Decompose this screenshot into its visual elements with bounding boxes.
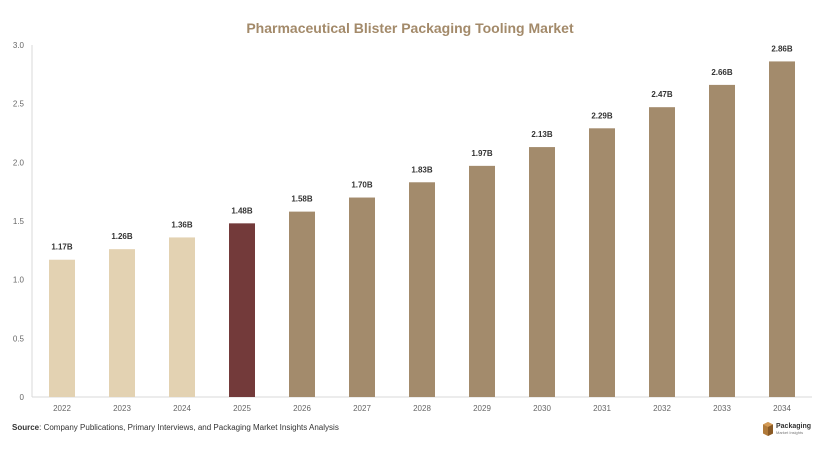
bar — [229, 223, 255, 397]
data-label: 1.70B — [351, 181, 373, 190]
data-label: 1.26B — [111, 232, 133, 241]
data-label: 2.13B — [531, 130, 553, 139]
x-tick-label: 2024 — [173, 404, 191, 413]
data-label: 2.86B — [771, 44, 793, 53]
x-tick-label: 2022 — [53, 404, 71, 413]
bar — [349, 197, 375, 397]
bar — [649, 107, 675, 397]
x-tick-label: 2026 — [293, 404, 311, 413]
data-label: 1.58B — [291, 195, 313, 204]
x-tick-label: 2028 — [413, 404, 431, 413]
bar — [469, 165, 495, 397]
y-tick-label: 2.5 — [13, 100, 25, 109]
data-label: 2.47B — [651, 90, 673, 99]
data-label: 1.83B — [411, 165, 433, 174]
source-text: : Company Publications, Primary Intervie… — [39, 423, 339, 432]
y-tick-label: 2.0 — [13, 158, 25, 167]
x-tick-label: 2031 — [593, 404, 611, 413]
y-tick-label: 3.0 — [13, 41, 25, 50]
source-note: Source: Company Publications, Primary In… — [12, 423, 339, 432]
x-tick-label: 2032 — [653, 404, 671, 413]
y-tick-label: 1.0 — [13, 276, 25, 285]
bar — [589, 128, 615, 397]
logo-subtitle: Market Insights — [776, 430, 804, 435]
data-label: 1.48B — [231, 206, 253, 215]
bar — [109, 249, 135, 397]
logo-name: Packaging — [776, 423, 812, 430]
data-label: 2.29B — [591, 111, 613, 120]
x-tick-label: 2030 — [533, 404, 551, 413]
bar — [289, 211, 315, 397]
bar — [709, 84, 735, 397]
brand-logo: Packaging Market Insights — [763, 422, 811, 436]
data-label: 1.97B — [471, 149, 493, 158]
bar — [409, 182, 435, 397]
bar — [169, 237, 195, 397]
y-tick-label: 0.5 — [13, 334, 25, 343]
x-tick-label: 2027 — [353, 404, 371, 413]
data-label: 1.17B — [51, 243, 73, 252]
x-tick-label: 2025 — [233, 404, 251, 413]
source-label: Source — [12, 423, 40, 432]
bar — [769, 61, 795, 397]
chart-title: Pharmaceutical Blister Packaging Tooling… — [246, 20, 574, 36]
data-label: 1.36B — [171, 220, 193, 229]
y-tick-label: 1.5 — [13, 217, 25, 226]
y-tick-label: 0 — [20, 393, 25, 402]
bar — [49, 259, 75, 397]
x-tick-label: 2033 — [713, 404, 731, 413]
x-tick-label: 2029 — [473, 404, 491, 413]
box-icon — [763, 422, 773, 436]
bar — [529, 147, 555, 397]
x-tick-label: 2023 — [113, 404, 131, 413]
data-label: 2.66B — [711, 68, 733, 77]
x-tick-label: 2034 — [773, 404, 791, 413]
